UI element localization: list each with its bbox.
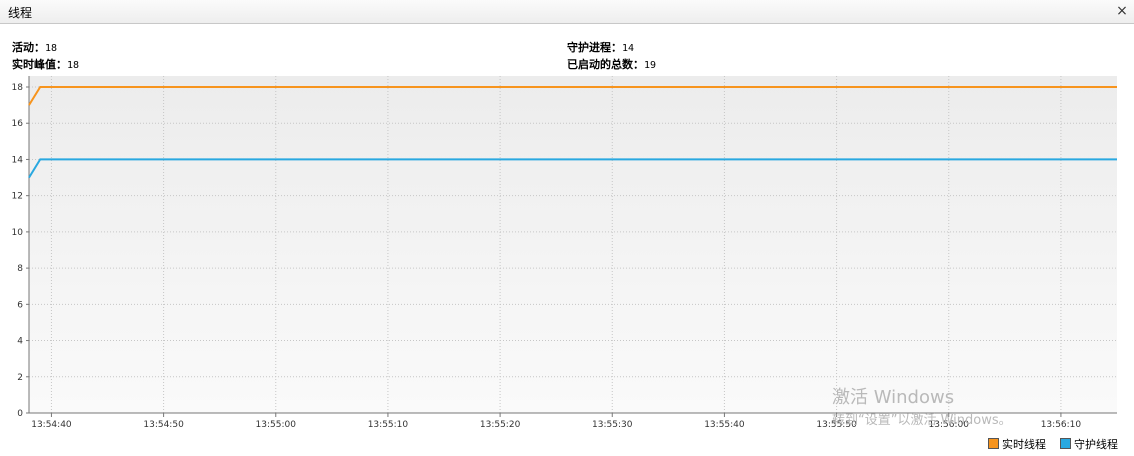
y-tick-label: 8 <box>17 264 23 274</box>
legend-live-swatch <box>988 438 999 449</box>
y-tick-label: 2 <box>17 373 23 383</box>
y-tick-label: 4 <box>17 337 23 347</box>
activation-watermark-title: 激活 Windows <box>832 387 955 408</box>
stat-peak-value: 18 <box>67 60 80 71</box>
thread-chart: 0 2 4 6 8 10 12 14 16 18 13:54:40 13:54:50 13:55:00 1… <box>12 76 1117 430</box>
legend-item-live: 实时线程 <box>988 436 1046 452</box>
x-tick-label: 13:56:10 <box>1041 420 1082 430</box>
stat-daemon-value: 14 <box>622 43 635 54</box>
stat-total: 已启动的总数：19 <box>567 56 656 72</box>
y-tick-label: 14 <box>12 155 24 165</box>
stat-live-value: 18 <box>45 43 58 54</box>
legend-item-daemon: 守护线程 <box>1060 436 1118 452</box>
plot-background <box>29 76 1117 413</box>
stat-daemon-label: 守护进程： <box>567 41 622 54</box>
stat-peak: 实时峰值：18 <box>12 56 79 72</box>
window-titlebar: 线程 × <box>0 0 1134 24</box>
window-title: 线程 <box>8 6 33 20</box>
x-tick-label: 13:55:20 <box>480 420 521 430</box>
legend-daemon-swatch <box>1060 438 1071 449</box>
y-tick-label: 18 <box>12 83 24 93</box>
x-tick-label: 13:56:00 <box>929 420 970 430</box>
legend-live-label: 实时线程 <box>1002 438 1046 451</box>
x-tick-label: 13:55:00 <box>256 420 297 430</box>
stat-total-label: 已启动的总数： <box>567 58 644 71</box>
series-line-live-threads <box>28 86 1117 106</box>
x-tick-label: 13:54:50 <box>143 420 184 430</box>
y-tick-label: 12 <box>12 192 23 202</box>
x-tick-label: 13:54:40 <box>31 420 72 430</box>
y-tick-label: 6 <box>17 300 23 310</box>
activation-watermark-text: 转到“设置”以激活 Windows。 <box>832 413 1012 428</box>
stat-total-value: 19 <box>644 60 657 71</box>
y-tick-label: 16 <box>12 119 24 129</box>
y-tick-label: 0 <box>17 409 23 419</box>
y-tick-label: 10 <box>12 228 24 238</box>
stat-daemon: 守护进程：14 <box>567 39 634 55</box>
close-icon[interactable]: × <box>1116 3 1128 19</box>
stat-live-label: 活动： <box>12 41 45 54</box>
x-tick-label: 13:55:30 <box>592 420 633 430</box>
x-tick-label: 13:55:10 <box>368 420 409 430</box>
series-line-daemon-threads <box>28 158 1117 179</box>
x-tick-label: 13:55:50 <box>816 420 857 430</box>
legend-daemon-label: 守护线程 <box>1074 438 1118 451</box>
x-tick-label: 13:55:40 <box>704 420 745 430</box>
stat-peak-label: 实时峰值： <box>12 58 67 71</box>
stat-live: 活动：18 <box>12 39 57 55</box>
